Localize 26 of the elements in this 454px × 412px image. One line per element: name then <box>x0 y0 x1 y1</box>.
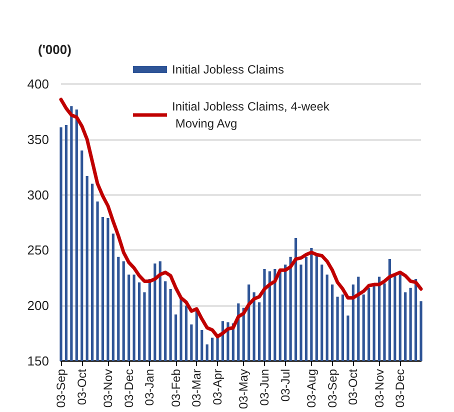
x-tick-label: 03-Mar <box>190 368 204 407</box>
y-tick-label: 400 <box>27 76 49 92</box>
y-tick-label: 250 <box>27 242 49 258</box>
x-tick-label: 03-May <box>236 368 251 409</box>
x-tick-label: 03-Jun <box>257 368 272 406</box>
y-tick-label: 300 <box>27 187 49 202</box>
x-tick-label: 03-Nov <box>100 368 115 408</box>
x-tick-label: 03-Feb <box>168 368 183 408</box>
y-tick-label: 150 <box>27 353 49 368</box>
x-tick-label: 03-Sep <box>54 368 68 408</box>
legend-label: Initial Jobless Claims, 4-week Moving Avg <box>172 100 330 130</box>
x-tick-label: 03-Sep <box>325 368 340 408</box>
x-tick-label: 03-Dec <box>393 368 408 408</box>
y-tick-label: 200 <box>27 298 49 314</box>
x-tick-label: 03-Jul <box>278 368 292 402</box>
legend-label: Initial Jobless Claims <box>172 62 284 76</box>
line-series <box>59 98 423 338</box>
x-tick-label: 03-Oct <box>346 368 360 405</box>
x-tick-label: 03-Jan <box>142 368 157 406</box>
y-tick-label: 350 <box>27 132 49 147</box>
x-tick-label: 03-Aug <box>304 368 318 408</box>
x-tick-label: 03-Dec <box>122 368 136 408</box>
y-axis-title: ('000) <box>38 42 72 57</box>
x-tick-label: 03-Nov <box>372 368 386 408</box>
x-tick-label: 03-Oct <box>74 368 89 405</box>
x-tick-label: 03-Apr <box>210 368 225 406</box>
